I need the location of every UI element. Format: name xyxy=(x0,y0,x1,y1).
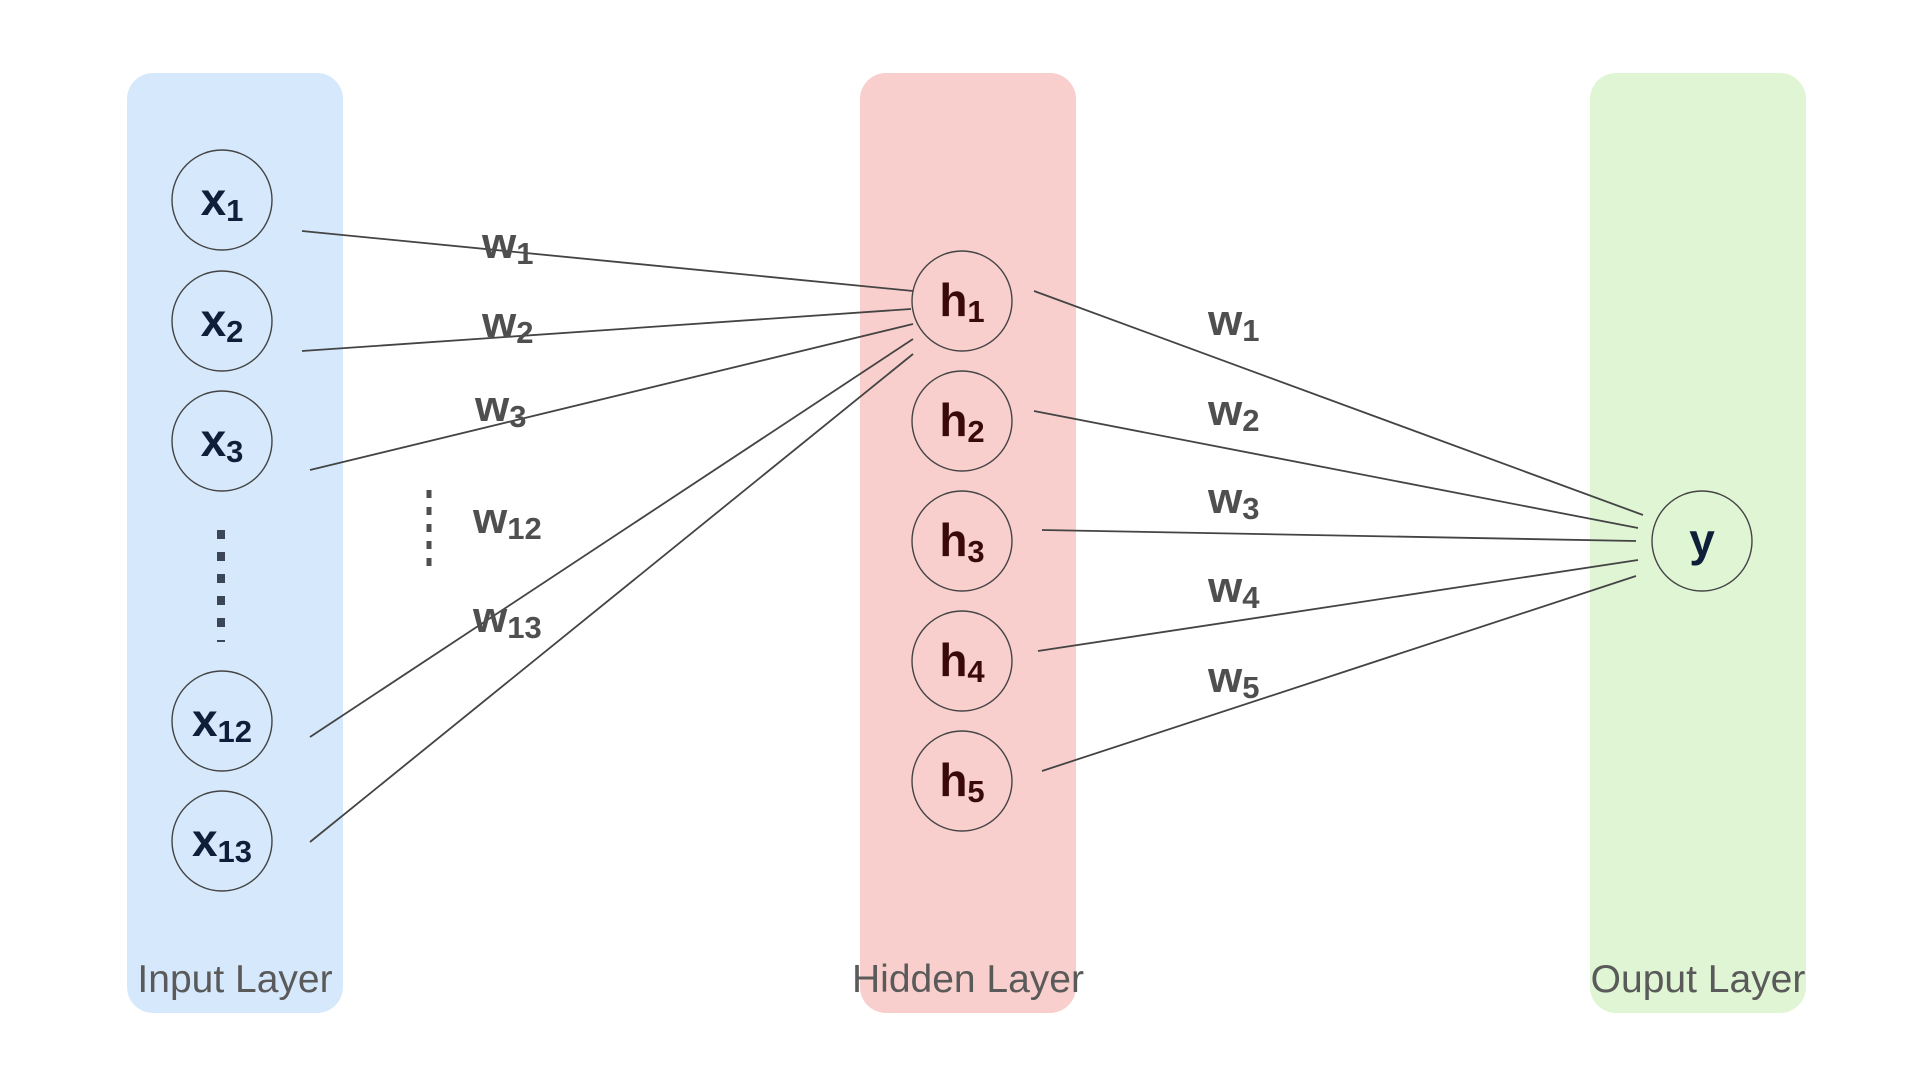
hidden-node: h4 xyxy=(911,610,1013,712)
hidden-node-label: h3 xyxy=(939,514,984,569)
output-node-label: y xyxy=(1689,514,1715,566)
edge-h1-y xyxy=(1033,290,1644,516)
input-node-circle xyxy=(171,790,273,892)
hidden-node-label: h2 xyxy=(939,394,984,449)
input-node: x1 xyxy=(171,149,273,251)
hidden-layer-title: Hidden Layer xyxy=(852,958,1084,1001)
input-node-label: x12 xyxy=(192,694,252,749)
edge-x2-h1 xyxy=(301,308,912,352)
weight-label: w3 xyxy=(1207,474,1259,526)
input-node-circle xyxy=(171,270,273,372)
weight-label: w3 xyxy=(474,382,526,434)
input-node-circle xyxy=(171,390,273,492)
output-layer-title: Ouput Layer xyxy=(1591,958,1806,1001)
edge-h2-y xyxy=(1033,410,1639,529)
edge-x1-h1 xyxy=(301,230,914,292)
edge-h5-y xyxy=(1041,575,1637,772)
input-node-label: x1 xyxy=(201,173,244,228)
output-layer-panel xyxy=(1590,73,1806,1013)
input-node: x2 xyxy=(171,270,273,372)
output-node: y xyxy=(1651,490,1753,592)
input-node-label: x2 xyxy=(201,294,244,349)
weight-label: w2 xyxy=(481,298,533,350)
weight-label: w12 xyxy=(472,494,542,546)
hidden-node: h3 xyxy=(911,490,1013,592)
hidden-nodes: h1 h2 h3 h4 h5 xyxy=(911,250,1013,832)
input-node-circle xyxy=(171,670,273,772)
hidden-node-circle xyxy=(911,250,1013,352)
input-node-label: x13 xyxy=(192,814,252,869)
input-node-circle xyxy=(171,149,273,251)
weight-label: w4 xyxy=(1207,563,1260,615)
input-nodes: x1 x2 x3 x12 x13 xyxy=(171,149,273,892)
weight-label: w5 xyxy=(1207,653,1259,705)
edge-x3-h1 xyxy=(309,323,914,471)
output-node-circle xyxy=(1651,490,1753,592)
hidden-node: h1 xyxy=(911,250,1013,352)
hidden-node-circle xyxy=(911,610,1013,712)
edge-x12-h1 xyxy=(309,338,914,738)
weight-label: w1 xyxy=(1207,296,1259,348)
hidden-node: h5 xyxy=(911,730,1013,832)
input-node: x13 xyxy=(171,790,273,892)
edge-x13-h1 xyxy=(309,353,914,843)
input-node-label: x3 xyxy=(201,414,244,469)
hidden-layer-panel xyxy=(860,73,1076,1013)
edge-h4-y xyxy=(1037,559,1639,652)
weight-label: w1 xyxy=(481,219,533,271)
hidden-node-circle xyxy=(911,370,1013,472)
hidden-node-label: h5 xyxy=(939,754,984,809)
hidden-node-label: h4 xyxy=(939,634,985,689)
weight-label: w2 xyxy=(1207,386,1259,438)
hidden-node-label: h1 xyxy=(939,274,984,329)
weight-label: w13 xyxy=(472,593,542,645)
input-node: x12 xyxy=(171,670,273,772)
hidden-output-edges xyxy=(1033,290,1644,772)
hidden-node-circle xyxy=(911,490,1013,592)
hidden-node: h2 xyxy=(911,370,1013,472)
edge-h3-y xyxy=(1041,529,1637,542)
input-hidden-edges xyxy=(301,230,914,843)
input-layer-panel xyxy=(127,73,343,1013)
hidden-node-circle xyxy=(911,730,1013,832)
input-layer-title: Input Layer xyxy=(137,958,332,1001)
input-hidden-weight-labels: w1 w2 w3 w12 w13 xyxy=(472,219,542,645)
input-node: x3 xyxy=(171,390,273,492)
hidden-output-weight-labels: w1 w2 w3 w4 w5 xyxy=(1207,296,1260,705)
